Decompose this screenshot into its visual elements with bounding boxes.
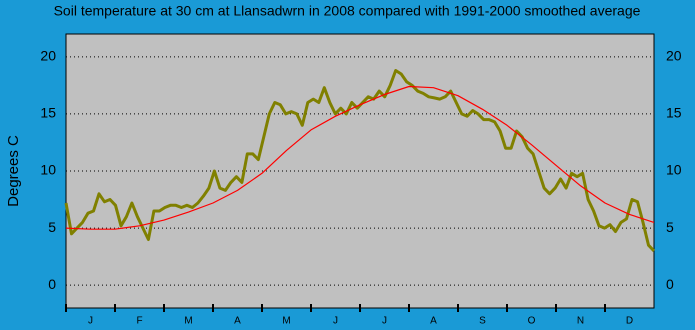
y-axis-label: Degrees C xyxy=(5,135,22,207)
y-tick-label: 5 xyxy=(48,219,56,235)
y-tick-label-right: 0 xyxy=(666,276,674,292)
y-tick-label-right: 5 xyxy=(666,219,674,235)
x-tick-label: N xyxy=(577,316,584,327)
y-tick-label-right: 15 xyxy=(666,105,682,121)
x-tick-label: M xyxy=(184,316,192,327)
x-tick-label: J xyxy=(382,316,387,327)
plot-area xyxy=(65,33,655,309)
x-tick-label: S xyxy=(479,316,486,327)
y-tick-label-right: 10 xyxy=(666,162,682,178)
x-tick-label: J xyxy=(88,316,93,327)
x-tick-label: A xyxy=(430,316,437,327)
y-tick-label: 15 xyxy=(40,105,56,121)
x-tick-label: A xyxy=(234,316,241,327)
y-tick-label: 0 xyxy=(48,276,56,292)
y-tick-label: 20 xyxy=(40,48,56,64)
series-line xyxy=(65,85,655,230)
x-tick-label: D xyxy=(626,316,633,327)
x-tick-label: M xyxy=(282,316,290,327)
chart-title: Soil temperature at 30 cm at Llansadwrn … xyxy=(54,3,641,19)
x-tick-label: F xyxy=(136,316,142,327)
x-tick-label: O xyxy=(528,316,536,327)
y-tick-label-right: 20 xyxy=(666,48,682,64)
y-tick-label: 10 xyxy=(40,162,56,178)
x-tick-label: J xyxy=(333,316,338,327)
